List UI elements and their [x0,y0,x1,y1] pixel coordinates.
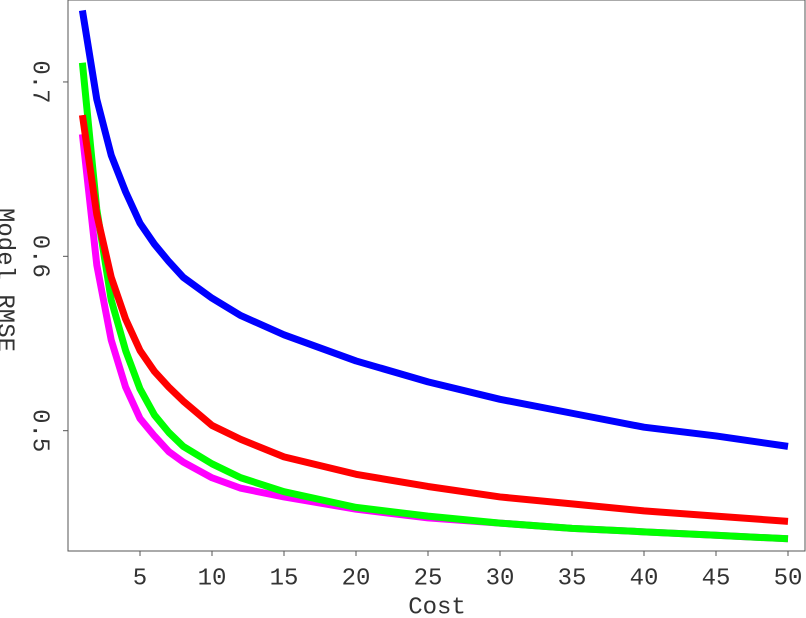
x-tick-label: 40 [630,565,659,592]
plot-frame [67,0,806,552]
data-line [78,133,789,543]
x-tick-label: 35 [558,565,587,592]
x-tick-label: 25 [414,565,443,592]
data-line [78,62,789,543]
x-tick-label: 30 [486,565,515,592]
y-tick-label: 0.7 [26,60,53,103]
x-tick-label: 50 [774,565,803,592]
data-line [78,114,789,525]
x-tick-label: 15 [270,565,299,592]
y-axis-label: Model RMSE [0,208,18,352]
x-tick-label: 45 [702,565,731,592]
y-tick-label: 0.6 [26,235,53,278]
data-line [78,9,789,450]
y-tick-label: 0.5 [26,409,53,452]
x-tick-label: 10 [198,565,227,592]
x-axis-label: Cost [408,594,466,618]
x-tick-label: 5 [133,565,147,592]
x-tick-label: 20 [342,565,371,592]
